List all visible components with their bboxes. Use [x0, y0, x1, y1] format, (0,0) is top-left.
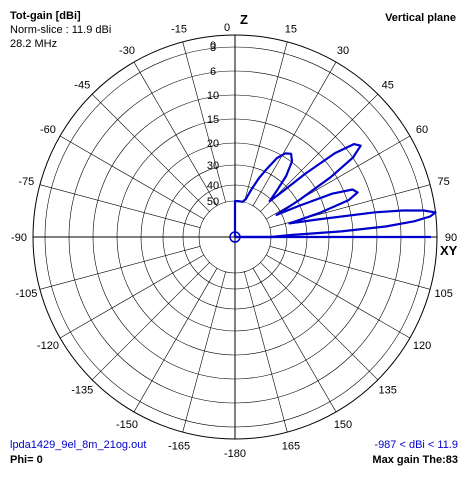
angle-tick-label: -105	[15, 288, 37, 300]
angle-tick-label: -90	[11, 232, 27, 244]
radial-tick-label: 6	[210, 66, 216, 78]
angle-tick-label: 60	[416, 124, 428, 136]
angle-tick-label: -30	[119, 45, 135, 57]
angle-tick-label: -15	[171, 23, 187, 35]
xy-axis-label: XY	[440, 243, 458, 258]
grid-spoke	[182, 41, 226, 203]
gain-pattern-line	[233, 143, 437, 239]
grid-spoke	[39, 246, 201, 290]
chart-title: Tot-gain [dBi]	[10, 10, 81, 22]
grid-spoke	[91, 262, 210, 381]
angle-tick-label: -45	[74, 79, 90, 91]
angle-tick-label: 135	[379, 385, 397, 397]
grid-spoke	[252, 268, 337, 413]
angle-tick-label: -75	[18, 176, 34, 188]
angle-tick-label: -150	[116, 419, 138, 431]
file-name-label: lpda1429_9el_8m_21og.out	[10, 439, 147, 451]
angle-tick-label: -180	[224, 448, 246, 460]
grid-spoke	[133, 268, 218, 413]
angle-tick-label: 75	[438, 176, 450, 188]
angle-tick-label: -120	[37, 340, 59, 352]
plane-label: Vertical plane	[385, 12, 456, 24]
z-axis-label: Z	[240, 12, 248, 27]
max-gain-label: Max gain The:83	[372, 454, 458, 466]
grid-spoke	[59, 254, 204, 339]
norm-slice-label: Norm-slice : 11.9 dBi	[10, 24, 112, 36]
radial-tick-label: 30	[207, 160, 219, 172]
angle-tick-label: -60	[40, 124, 56, 136]
radial-tick-label: 3	[210, 42, 216, 54]
grid-spoke	[91, 93, 210, 212]
grid-spoke	[39, 184, 201, 228]
radial-tick-label: 40	[207, 180, 219, 192]
angle-tick-label: 105	[434, 288, 452, 300]
gain-range-label: -987 < dBi < 11.9	[374, 439, 458, 451]
angle-tick-label: 30	[337, 45, 349, 57]
grid-spoke	[182, 271, 226, 433]
grid-spoke	[59, 135, 204, 220]
angle-tick-label: 0	[224, 22, 230, 34]
frequency-label: 28.2 MHz	[10, 38, 58, 50]
radial-tick-label: 15	[207, 114, 219, 126]
angle-tick-label: 45	[382, 79, 394, 91]
radial-tick-label: 20	[207, 138, 219, 150]
angle-tick-label: 150	[334, 419, 352, 431]
angle-tick-label: 120	[413, 340, 431, 352]
radial-tick-label: 10	[207, 90, 219, 102]
angle-tick-label: 165	[282, 441, 300, 453]
grid-spoke	[260, 93, 379, 212]
phi-label: Phi= 0	[10, 454, 43, 466]
angle-tick-label: -135	[71, 385, 93, 397]
grid-spoke	[244, 271, 288, 433]
radial-tick-label: 0	[210, 40, 216, 52]
angle-tick-label: -165	[168, 441, 190, 453]
radial-tick-label: 50	[207, 196, 219, 208]
grid-spoke	[269, 246, 431, 290]
grid-spoke	[260, 262, 379, 381]
grid-spoke	[266, 254, 411, 339]
angle-tick-label: 15	[285, 23, 297, 35]
grid-spoke	[244, 41, 288, 203]
angle-tick-label: 90	[445, 232, 457, 244]
grid-spoke	[133, 61, 218, 206]
pattern-center	[229, 231, 241, 243]
grid-spoke	[252, 61, 337, 206]
